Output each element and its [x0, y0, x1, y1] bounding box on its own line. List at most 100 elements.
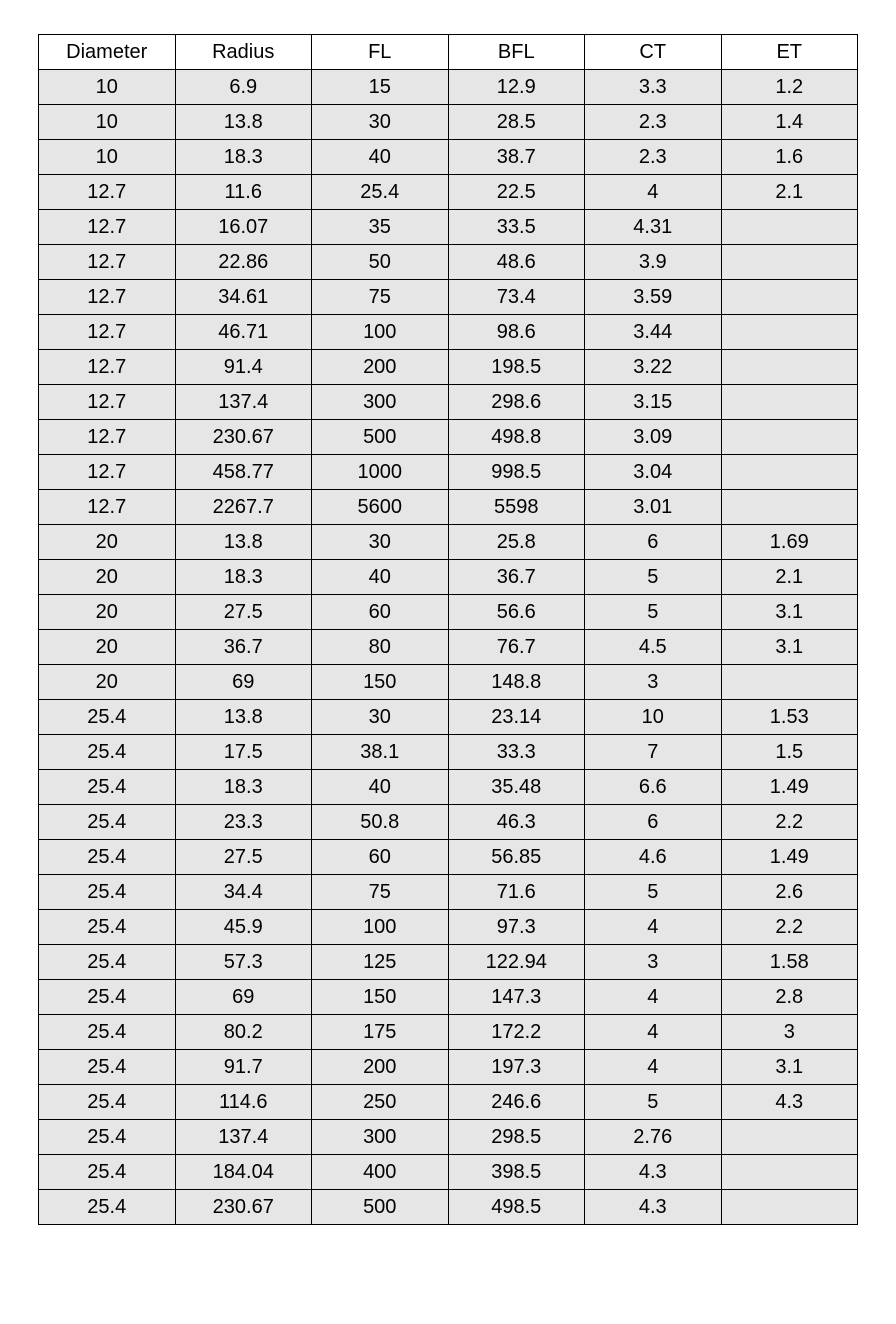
table-cell: 16.07: [175, 210, 312, 245]
table-cell: 172.2: [448, 1015, 585, 1050]
table-cell: 498.5: [448, 1190, 585, 1225]
table-row: 12.7137.4300298.63.15: [39, 385, 858, 420]
table-cell: 30: [312, 525, 449, 560]
table-cell: 400: [312, 1155, 449, 1190]
table-row: 2013.83025.861.69: [39, 525, 858, 560]
table-row: 25.4230.67500498.54.3: [39, 1190, 858, 1225]
table-cell: 1.49: [721, 840, 858, 875]
col-header-fl: FL: [312, 35, 449, 70]
table-row: 25.423.350.846.362.2: [39, 805, 858, 840]
table-cell: 40: [312, 560, 449, 595]
table-cell: [721, 350, 858, 385]
table-row: 2018.34036.752.1: [39, 560, 858, 595]
table-cell: 298.6: [448, 385, 585, 420]
table-cell: 3.01: [585, 490, 722, 525]
table-cell: 57.3: [175, 945, 312, 980]
table-cell: 23.14: [448, 700, 585, 735]
table-cell: 197.3: [448, 1050, 585, 1085]
table-cell: [721, 490, 858, 525]
table-cell: 1000: [312, 455, 449, 490]
table-cell: 25.4: [39, 980, 176, 1015]
table-cell: 250: [312, 1085, 449, 1120]
table-cell: 30: [312, 105, 449, 140]
table-cell: 5600: [312, 490, 449, 525]
table-cell: 27.5: [175, 595, 312, 630]
table-cell: 25.4: [39, 1120, 176, 1155]
table-cell: 125: [312, 945, 449, 980]
table-cell: 3: [721, 1015, 858, 1050]
table-cell: 60: [312, 595, 449, 630]
table-cell: 1.69: [721, 525, 858, 560]
table-cell: 38.1: [312, 735, 449, 770]
table-cell: 184.04: [175, 1155, 312, 1190]
table-cell: 50: [312, 245, 449, 280]
table-cell: 36.7: [448, 560, 585, 595]
table-cell: 30: [312, 700, 449, 735]
table-cell: 40: [312, 770, 449, 805]
table-cell: 230.67: [175, 420, 312, 455]
table-cell: 2.6: [721, 875, 858, 910]
table-cell: 40: [312, 140, 449, 175]
table-cell: 1.6: [721, 140, 858, 175]
table-cell: 498.8: [448, 420, 585, 455]
table-cell: 300: [312, 1120, 449, 1155]
table-row: 25.469150147.342.8: [39, 980, 858, 1015]
table-cell: 6.9: [175, 70, 312, 105]
table-cell: 34.61: [175, 280, 312, 315]
lens-spec-table: Diameter Radius FL BFL CT ET 106.91512.9…: [38, 34, 858, 1225]
table-cell: 25.4: [39, 1190, 176, 1225]
table-row: 25.445.910097.342.2: [39, 910, 858, 945]
table-cell: 35: [312, 210, 449, 245]
table-cell: 3.1: [721, 630, 858, 665]
table-cell: 6: [585, 525, 722, 560]
table-cell: 15: [312, 70, 449, 105]
table-cell: 91.7: [175, 1050, 312, 1085]
table-cell: 2.1: [721, 175, 858, 210]
table-cell: 98.6: [448, 315, 585, 350]
table-cell: 500: [312, 420, 449, 455]
table-cell: [721, 665, 858, 700]
table-cell: 5: [585, 1085, 722, 1120]
table-cell: 22.86: [175, 245, 312, 280]
table-row: 25.418.34035.486.61.49: [39, 770, 858, 805]
table-cell: 23.3: [175, 805, 312, 840]
table-cell: 3.1: [721, 1050, 858, 1085]
table-cell: [721, 1190, 858, 1225]
table-cell: 175: [312, 1015, 449, 1050]
table-cell: 100: [312, 315, 449, 350]
table-cell: 6: [585, 805, 722, 840]
table-cell: 5598: [448, 490, 585, 525]
table-cell: 25.8: [448, 525, 585, 560]
table-cell: 12.7: [39, 280, 176, 315]
table-cell: 2.3: [585, 140, 722, 175]
table-cell: 137.4: [175, 1120, 312, 1155]
table-cell: 20: [39, 595, 176, 630]
table-cell: 45.9: [175, 910, 312, 945]
table-cell: 20: [39, 630, 176, 665]
table-cell: 18.3: [175, 560, 312, 595]
table-row: 25.427.56056.854.61.49: [39, 840, 858, 875]
table-cell: 27.5: [175, 840, 312, 875]
table-cell: 3.15: [585, 385, 722, 420]
table-cell: 12.9: [448, 70, 585, 105]
table-cell: 150: [312, 665, 449, 700]
table-cell: 13.8: [175, 700, 312, 735]
table-row: 106.91512.93.31.2: [39, 70, 858, 105]
table-cell: 25.4: [39, 875, 176, 910]
table-cell: 100: [312, 910, 449, 945]
table-row: 2069150148.83: [39, 665, 858, 700]
table-cell: 5: [585, 560, 722, 595]
table-cell: 75: [312, 875, 449, 910]
table-cell: 2.8: [721, 980, 858, 1015]
table-cell: 10: [39, 105, 176, 140]
table-cell: 3.9: [585, 245, 722, 280]
table-cell: 25.4: [39, 840, 176, 875]
table-cell: 246.6: [448, 1085, 585, 1120]
table-cell: 3.59: [585, 280, 722, 315]
table-cell: 3.09: [585, 420, 722, 455]
table-cell: 25.4: [39, 1050, 176, 1085]
col-header-bfl: BFL: [448, 35, 585, 70]
table-row: 12.711.625.422.542.1: [39, 175, 858, 210]
table-cell: 34.4: [175, 875, 312, 910]
table-cell: 4.3: [721, 1085, 858, 1120]
